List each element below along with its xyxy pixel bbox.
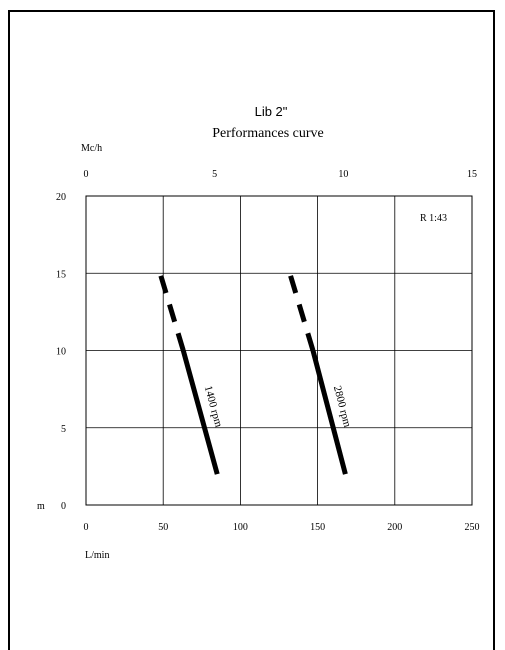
chart-subtitle: Performances curve (212, 126, 324, 141)
bottom-tick-label: 100 (233, 522, 248, 533)
bottom-tick-label: 50 (158, 522, 168, 533)
y-tick-label: 15 (56, 269, 66, 280)
top-axis-unit: Mc/h (81, 143, 102, 154)
y-tick-label: 10 (56, 347, 66, 358)
performance-chart: Lib 2" Performances curve Mc/h L/min m R… (37, 104, 480, 561)
y-tick-label: 20 (56, 192, 66, 203)
ratio-annotation: R 1:43 (420, 213, 447, 224)
y-tick-label: 0 (61, 501, 66, 512)
series-1: 1400 rpm (157, 272, 225, 475)
series-dashed-line (157, 272, 186, 352)
bottom-tick-label: 250 (465, 522, 480, 533)
series-solid-line (310, 349, 348, 475)
chart-title: Lib 2" (255, 104, 288, 119)
series-2: 2800 rpm (287, 272, 353, 475)
y-axis-unit: m (37, 501, 45, 512)
bottom-tick-label: 200 (387, 522, 402, 533)
chart-frame (8, 10, 495, 650)
y-tick-label: 5 (61, 424, 66, 435)
bottom-axis-unit: L/min (85, 550, 109, 561)
top-tick-label: 5 (212, 169, 217, 180)
top-tick-label: 15 (467, 169, 477, 180)
series-dashed-line (287, 272, 316, 352)
bottom-tick-label: 0 (84, 522, 89, 533)
top-tick-label: 10 (338, 169, 348, 180)
series-solid-line (180, 349, 220, 475)
top-tick-label: 0 (84, 169, 89, 180)
curves: 1400 rpm 2800 rpm (157, 272, 353, 475)
plot-grid (85, 195, 473, 506)
bottom-tick-label: 150 (310, 522, 325, 533)
